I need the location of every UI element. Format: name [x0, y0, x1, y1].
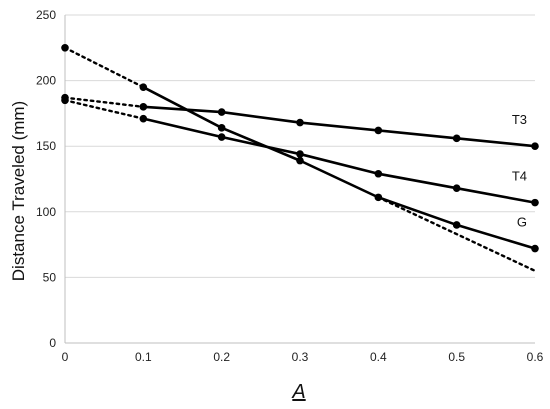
- data-point: [139, 103, 148, 111]
- trend-lines: [61, 44, 537, 273]
- data-point: [374, 169, 383, 178]
- y-tick-label: 250: [36, 8, 56, 22]
- trend-line: [63, 46, 145, 89]
- x-tick-label: 0: [62, 350, 69, 364]
- data-point: [296, 156, 304, 165]
- data-point: [296, 118, 304, 127]
- x-axis-title: A: [291, 381, 305, 403]
- data-point: [452, 184, 461, 192]
- x-tick-label: 0.6: [527, 350, 544, 364]
- grid-lines: [65, 14, 535, 278]
- data-point: [374, 126, 383, 135]
- axes: [64, 15, 535, 344]
- data-point: [374, 193, 383, 202]
- trend-marker: [61, 44, 69, 52]
- x-tick-label: 0.4: [370, 350, 387, 364]
- data-point: [531, 198, 539, 207]
- y-axis-title: Distance Traveled (mm): [9, 101, 28, 281]
- x-tick-label: 0.1: [135, 350, 152, 364]
- data-point: [139, 114, 148, 123]
- trend-line: [63, 96, 145, 109]
- series-line-t3: [143, 105, 536, 148]
- trend-marker: [61, 96, 69, 105]
- y-tick-label: 200: [36, 74, 56, 88]
- trend-line: [377, 196, 537, 273]
- data-point: [217, 108, 226, 116]
- data-point: [217, 133, 226, 141]
- y-tick-label: 0: [49, 336, 56, 350]
- data-point: [452, 134, 461, 143]
- series-label: T4: [512, 169, 527, 184]
- x-tick-label: 0.3: [292, 350, 309, 364]
- data-point: [452, 221, 461, 229]
- data-point: [531, 244, 539, 253]
- y-tick-label: 100: [36, 205, 56, 219]
- x-tick-label: 0.5: [448, 350, 465, 364]
- trend-line: [63, 99, 145, 120]
- y-tick-label: 50: [43, 270, 57, 284]
- data-point: [217, 124, 226, 132]
- data-point: [296, 150, 304, 158]
- data-point: [139, 83, 148, 91]
- series-labels: T3 T4 G: [512, 112, 527, 229]
- series-lines: [139, 83, 539, 253]
- tick-labels: 0 50 100 150 200 250 0 0.1 0.2 0.3 0.4 0.5 0.6: [36, 8, 544, 364]
- series-line-g: [142, 86, 536, 250]
- y-tick-label: 150: [36, 139, 56, 153]
- series-line-t4: [143, 117, 536, 204]
- x-tick-label: 0.2: [213, 350, 230, 364]
- series-label: T3: [512, 112, 527, 127]
- data-point: [531, 142, 539, 150]
- series-label: G: [517, 215, 527, 230]
